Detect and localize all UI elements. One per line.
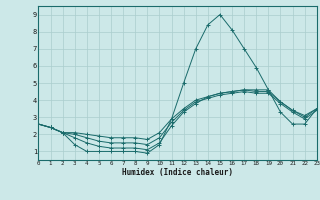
X-axis label: Humidex (Indice chaleur): Humidex (Indice chaleur) <box>122 168 233 177</box>
